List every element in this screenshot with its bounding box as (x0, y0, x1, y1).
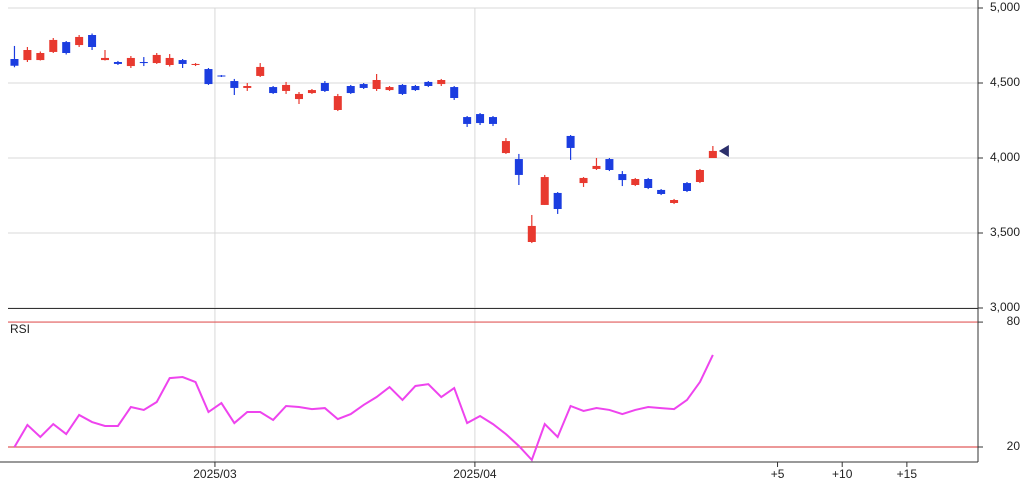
candle-body (75, 36, 84, 46)
candle-body (100, 57, 110, 61)
candle-body (437, 80, 446, 85)
candle-body (320, 83, 329, 91)
candle-body (191, 63, 200, 65)
candle-body (488, 117, 498, 124)
x-tick-label: +5 (771, 467, 785, 481)
candle-body (333, 96, 342, 110)
y-tick-label: 80 (1007, 314, 1021, 328)
x-tick-label: 2025/03 (193, 467, 237, 481)
candle-body (10, 59, 19, 66)
candle-body (579, 177, 588, 184)
candle-body (398, 84, 407, 94)
candle-body (450, 87, 459, 98)
candle-body (359, 84, 368, 88)
candle-body (230, 81, 239, 88)
candle-body (346, 86, 355, 94)
y-tick-label: 3,500 (990, 225, 1020, 239)
candle-body (501, 141, 510, 154)
candle-body (618, 174, 627, 181)
candle-body (463, 117, 472, 124)
candle-body (269, 87, 278, 94)
candle-body (682, 183, 692, 191)
x-tick-label: +15 (897, 467, 918, 481)
y-tick-label: 3,000 (990, 300, 1020, 314)
candle-body (631, 179, 640, 185)
candle-body (708, 150, 717, 158)
candle-body (424, 81, 433, 86)
candle-body (372, 80, 381, 89)
candle-body (113, 62, 122, 64)
last-price-marker (718, 144, 729, 157)
candle-body (62, 42, 71, 53)
candle-body (294, 93, 304, 100)
candle-body (204, 69, 213, 85)
candle-body (243, 86, 252, 88)
rsi-line (13, 354, 714, 462)
x-tick-label: 2025/04 (453, 467, 497, 481)
y-tick-label: 4,500 (990, 75, 1020, 89)
candle-body (139, 62, 148, 64)
candle-body (605, 159, 614, 170)
candle-body (282, 84, 291, 91)
candle-body (592, 165, 601, 169)
x-tick-label: +10 (832, 467, 853, 481)
candle-body (126, 57, 135, 67)
y-tick-label: 20 (1007, 439, 1021, 453)
candle-body (152, 54, 161, 64)
candle-body (385, 87, 394, 91)
candle-body (23, 50, 32, 61)
y-tick-label: 4,000 (990, 150, 1020, 164)
candle-body (540, 177, 549, 205)
candle-body (165, 57, 174, 65)
candle-body (178, 60, 187, 64)
candle-body (36, 53, 45, 61)
candle-body (670, 200, 679, 203)
candle-body (49, 39, 58, 52)
candle-body (411, 86, 420, 91)
candle-body (657, 189, 666, 194)
candle-body (553, 192, 562, 209)
candle-body (695, 170, 704, 182)
candle-body (307, 90, 316, 94)
rsi-title: RSI (10, 322, 30, 336)
candle-body (217, 75, 226, 77)
candle-body (514, 159, 523, 175)
candle-body (527, 225, 536, 242)
candle-body (644, 179, 653, 188)
candle-body (256, 66, 265, 76)
candle-body (566, 135, 575, 148)
candle-body (88, 35, 97, 47)
candle-body (476, 114, 485, 124)
y-tick-label: 5,000 (990, 0, 1020, 14)
